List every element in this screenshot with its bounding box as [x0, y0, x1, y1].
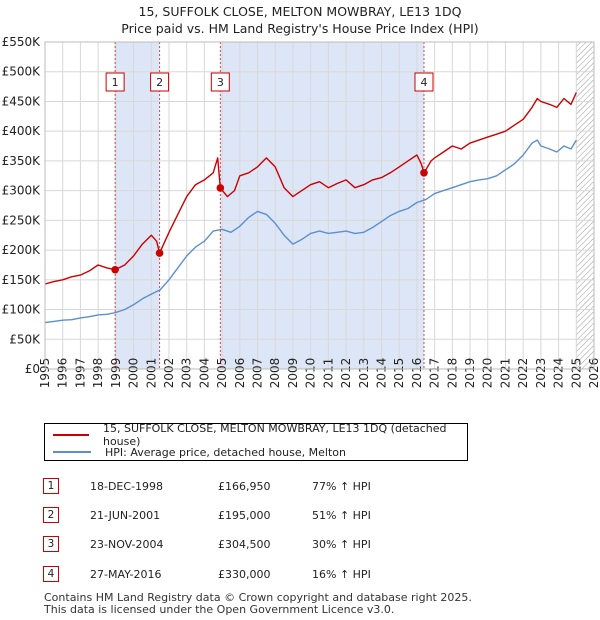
x-tick-label: 2013: [357, 358, 371, 389]
plot-border: [44, 41, 595, 370]
legend: 15, SUFFOLK CLOSE, MELTON MOWBRAY, LE13 …: [44, 422, 468, 461]
x-tick-label: 2008: [268, 358, 282, 389]
sale-date: 23-NOV-2004: [90, 538, 164, 551]
sale-point: [420, 169, 428, 177]
sale-hpi-change: 51% ↑ HPI: [312, 509, 371, 522]
sale-point: [155, 249, 164, 257]
y-tick-label: £300K: [2, 184, 42, 198]
sale-date: 18-DEC-1998: [90, 480, 164, 493]
y-tick-label: £50K: [9, 332, 41, 346]
x-tick-label: 2020: [481, 358, 495, 389]
x-tick-label: 2021: [498, 358, 512, 389]
sale-hpi-change: 16% ↑ HPI: [312, 568, 371, 581]
hpi-line: [44, 139, 577, 324]
x-tick-label: 2017: [428, 358, 442, 389]
sale-marker-label: 3: [217, 76, 224, 89]
sale-marker-box: [105, 72, 125, 92]
forecast-hatch: [576, 42, 594, 369]
x-tick-label: 1998: [91, 358, 105, 389]
x-tick-label: 2000: [127, 358, 141, 389]
sale-marker-label: 4: [420, 76, 427, 89]
sale-price: £166,950: [218, 480, 271, 493]
price-paid-line: [44, 92, 577, 285]
x-tick-label: 2011: [321, 358, 335, 389]
y-tick-label: £450K: [2, 94, 42, 108]
sale-point: [216, 184, 225, 192]
sale-date: 27-MAY-2016: [90, 568, 162, 581]
x-tick-label: 1996: [56, 358, 70, 389]
sale-marker-box: [210, 72, 230, 92]
sale-date: 21-JUN-2001: [90, 509, 161, 522]
x-tick-label: 2026: [587, 358, 600, 389]
sale-hpi-change: 77% ↑ HPI: [312, 480, 371, 493]
y-tick-label: £500K: [2, 65, 42, 79]
footer-license: This data is licensed under the Open Gov…: [44, 603, 395, 616]
sale-price: £330,000: [218, 568, 271, 581]
y-tick-label: £150K: [2, 273, 42, 287]
footer: Contains HM Land Registry data © Crown c…: [44, 592, 472, 616]
sale-number-badge: 3: [43, 536, 59, 552]
x-tick-label: 2023: [534, 358, 548, 389]
y-tick-label: £100K: [2, 303, 42, 317]
y-tick-label: £550K: [2, 35, 42, 49]
x-tick-label: 2005: [215, 358, 229, 389]
sale-marker-box: [414, 72, 434, 92]
x-tick-label: 2025: [569, 358, 583, 389]
x-tick-label: 2010: [304, 358, 318, 389]
x-tick-label: 1999: [109, 358, 123, 389]
sale-point: [111, 265, 119, 274]
y-tick-label: £350K: [2, 154, 42, 168]
x-tick-label: 2018: [445, 358, 459, 389]
footer-copyright: Contains HM Land Registry data © Crown c…: [44, 591, 472, 604]
x-tick-label: 2003: [180, 358, 194, 389]
shaded-period-1: [115, 42, 160, 369]
sale-marker-label: 1: [112, 76, 119, 89]
legend-swatch-hpi: [53, 451, 91, 453]
sale-marker-box: [150, 72, 170, 92]
legend-item-price-paid: 15, SUFFOLK CLOSE, MELTON MOWBRAY, LE13 …: [53, 422, 467, 448]
chart-subtitle: Price paid vs. HM Land Registry's House …: [121, 21, 478, 36]
sale-number-badge: 4: [43, 566, 59, 582]
x-tick-label: 2004: [197, 358, 211, 389]
sale-price: £195,000: [218, 509, 271, 522]
x-tick-label: 2007: [251, 358, 265, 389]
y-tick-label: £0: [25, 362, 40, 376]
x-tick-label: 2001: [144, 358, 158, 389]
legend-label-hpi: HPI: Average price, detached house, Melt…: [105, 445, 346, 459]
sale-number-badge: 1: [43, 478, 59, 494]
x-tick-label: 2012: [339, 358, 353, 389]
shaded-period-2: [220, 42, 424, 369]
y-tick-label: £250K: [2, 213, 42, 227]
x-tick-label: 2016: [410, 358, 424, 389]
x-tick-label: 2009: [286, 358, 300, 389]
x-tick-label: 2006: [233, 358, 247, 389]
legend-label-price-paid: 15, SUFFOLK CLOSE, MELTON MOWBRAY, LE13 …: [102, 422, 447, 448]
table-row: 4 27-MAY-2016 £330,000 16% ↑ HPI: [0, 566, 600, 586]
chart-title: 15, SUFFOLK CLOSE, MELTON MOWBRAY, LE13 …: [139, 4, 462, 19]
table-row: 1 18-DEC-1998 £166,950 77% ↑ HPI: [0, 478, 600, 498]
x-tick-label: 2002: [162, 358, 176, 389]
x-tick-label: 2014: [374, 358, 388, 389]
x-tick-label: 1995: [38, 358, 52, 389]
x-tick-label: 2019: [463, 358, 477, 389]
y-tick-label: £200K: [2, 243, 42, 257]
legend-swatch-price-paid: [53, 434, 89, 436]
sale-price: £304,500: [218, 538, 271, 551]
y-tick-label: £400K: [2, 124, 42, 138]
sale-number-badge: 2: [43, 507, 59, 523]
x-tick-label: 2022: [516, 358, 530, 389]
legend-item-hpi: HPI: Average price, detached house, Melt…: [53, 444, 346, 460]
x-tick-label: 2015: [392, 358, 406, 389]
sale-hpi-change: 30% ↑ HPI: [312, 538, 371, 551]
x-tick-label: 1997: [73, 358, 87, 389]
price-chart: 15, SUFFOLK CLOSE, MELTON MOWBRAY, LE13 …: [2, 4, 600, 389]
table-row: 3 23-NOV-2004 £304,500 30% ↑ HPI: [0, 536, 600, 556]
table-row: 2 21-JUN-2001 £195,000 51% ↑ HPI: [0, 507, 600, 527]
sale-marker-label: 2: [156, 76, 163, 89]
x-tick-label: 2024: [552, 358, 566, 389]
